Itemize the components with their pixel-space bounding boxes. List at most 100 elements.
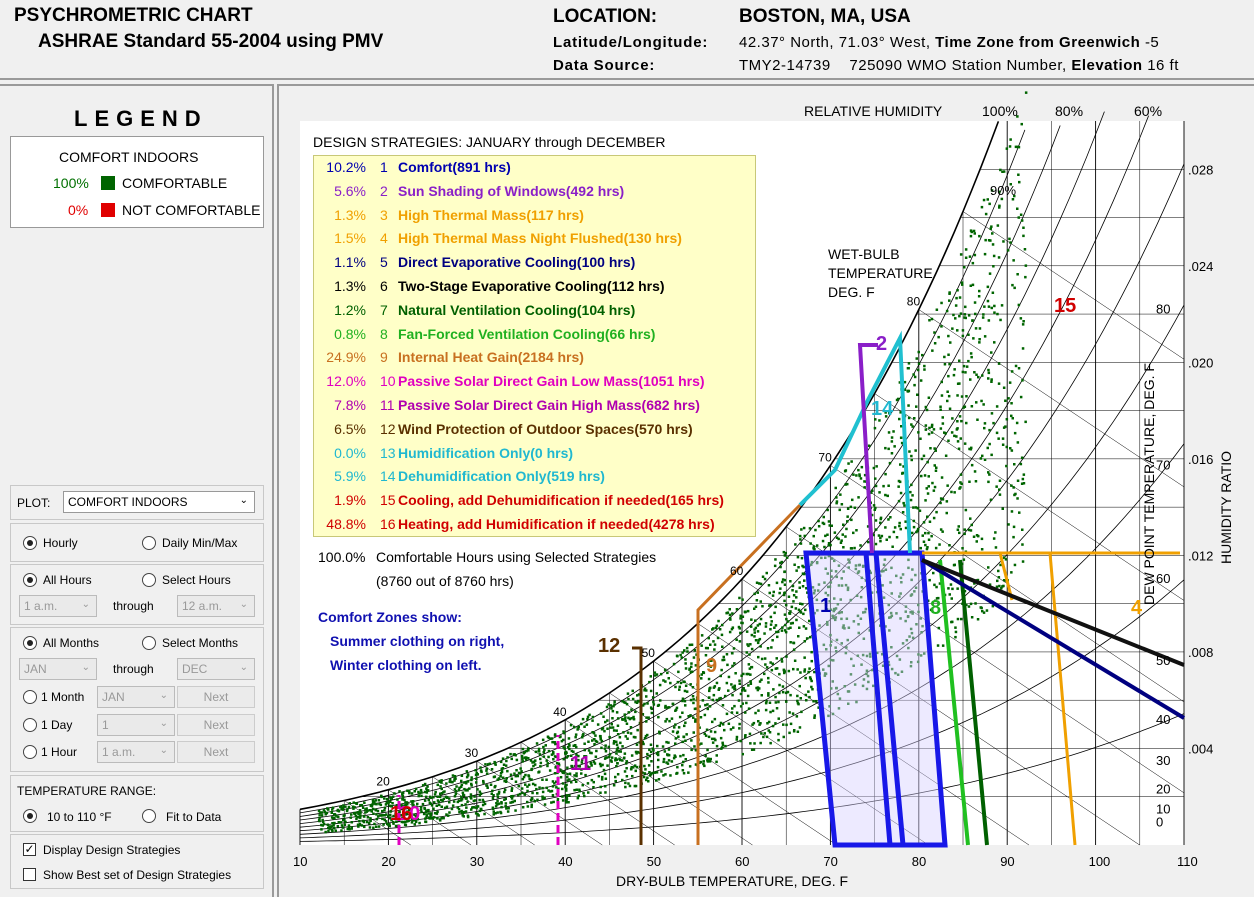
data-point: [791, 621, 794, 625]
data-point: [503, 779, 506, 783]
one-hour-radio[interactable]: [23, 745, 37, 759]
data-point: [859, 544, 862, 547]
next-day-button[interactable]: Next: [177, 714, 255, 736]
data-point: [683, 724, 686, 728]
data-point: [991, 232, 994, 235]
all-months-radio[interactable]: [23, 636, 37, 650]
data-point: [688, 668, 691, 671]
data-point: [380, 795, 383, 799]
data-point: [626, 692, 630, 695]
data-point: [606, 756, 609, 759]
one-day-select[interactable]: 1 ⌄: [97, 714, 175, 736]
data-point: [739, 692, 743, 696]
select-months-radio[interactable]: [142, 636, 156, 650]
data-point: [504, 802, 508, 805]
data-point: [771, 709, 775, 713]
plot-select[interactable]: COMFORT INDOORS ⌄: [63, 491, 255, 513]
data-point: [837, 584, 841, 587]
legend-pct-not-comfortable: 0%: [68, 202, 89, 218]
data-point: [958, 487, 961, 490]
y-tick-label: .012: [1188, 548, 1213, 563]
one-month-radio[interactable]: [23, 690, 37, 704]
month-from-select[interactable]: JAN ⌄: [19, 658, 97, 680]
data-point: [987, 377, 990, 380]
data-point: [483, 802, 487, 806]
data-point: [539, 757, 542, 761]
data-point: [587, 749, 591, 752]
data-point: [561, 787, 564, 791]
data-point: [344, 805, 347, 808]
data-point: [539, 761, 543, 765]
hour-from-select[interactable]: 1 a.m. ⌄: [19, 595, 97, 617]
select-hours-radio[interactable]: [142, 573, 156, 587]
data-point: [919, 617, 922, 620]
data-point: [1009, 241, 1012, 244]
data-point: [677, 670, 680, 674]
data-point: [410, 815, 413, 818]
one-day-radio[interactable]: [23, 718, 37, 732]
data-point: [444, 795, 448, 799]
data-point: [641, 704, 645, 707]
range-default-radio[interactable]: [23, 809, 37, 823]
data-point: [401, 794, 405, 798]
data-point: [647, 716, 650, 719]
data-point: [927, 485, 930, 488]
data-point: [861, 684, 865, 688]
data-point: [604, 785, 607, 788]
next-month-button[interactable]: Next: [177, 686, 255, 708]
y-tick-label: .020: [1188, 355, 1213, 370]
range-fit-radio[interactable]: [142, 809, 156, 823]
data-point: [859, 595, 863, 599]
one-month-select[interactable]: JAN ⌄: [97, 686, 175, 708]
all-hours-radio[interactable]: [23, 573, 37, 587]
daily-radio[interactable]: [142, 536, 156, 550]
data-point: [455, 785, 458, 788]
data-point: [807, 670, 810, 674]
legend-title: LEGEND: [74, 106, 208, 131]
data-point: [565, 794, 568, 797]
data-point: [727, 722, 731, 725]
data-point: [910, 631, 914, 635]
data-point: [623, 770, 627, 773]
data-point: [812, 534, 815, 538]
data-point: [350, 826, 353, 829]
data-point: [634, 750, 638, 754]
data-point: [856, 654, 860, 657]
data-point: [545, 786, 548, 790]
hour-to-select[interactable]: 12 a.m. ⌄: [177, 595, 255, 617]
data-point: [795, 590, 798, 593]
data-point: [789, 580, 792, 583]
data-point: [745, 630, 749, 633]
month-to-select[interactable]: DEC ⌄: [177, 658, 255, 680]
data-point: [329, 826, 333, 829]
data-point: [395, 805, 398, 808]
data-point: [808, 695, 811, 699]
data-point: [935, 466, 938, 469]
data-point: [911, 610, 914, 613]
next-hour-button[interactable]: Next: [177, 741, 255, 763]
data-point: [957, 525, 960, 528]
data-point: [746, 609, 750, 613]
data-point: [689, 714, 692, 717]
show-best-label: Show Best set of Design Strategies: [43, 868, 232, 882]
data-point: [789, 722, 793, 726]
data-point: [524, 783, 527, 786]
data-point: [919, 546, 922, 550]
data-point: [804, 627, 808, 630]
data-point: [608, 752, 612, 756]
data-point: [1008, 145, 1012, 148]
page-subtitle: ASHRAE Standard 55-2004 using PMV: [38, 31, 384, 52]
data-point: [667, 677, 670, 680]
data-point: [503, 798, 506, 801]
data-point: [470, 784, 473, 787]
display-strategies-checkbox[interactable]: ✓: [23, 842, 36, 856]
data-point: [898, 381, 902, 384]
data-point: [342, 814, 345, 818]
data-point: [769, 603, 772, 607]
data-point: [928, 319, 931, 322]
data-point: [632, 715, 635, 719]
data-point: [370, 803, 373, 807]
one-hour-select[interactable]: 1 a.m. ⌄: [97, 741, 175, 763]
hourly-radio[interactable]: [23, 536, 37, 550]
show-best-checkbox[interactable]: [23, 868, 36, 881]
